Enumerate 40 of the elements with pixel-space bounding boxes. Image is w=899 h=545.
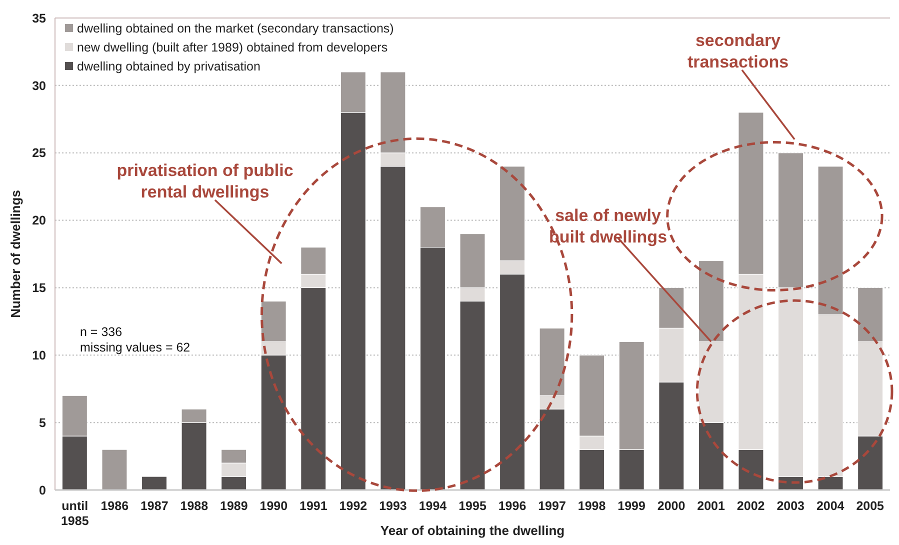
x-tick-label: 1991 <box>300 499 328 513</box>
x-tick-label: 1990 <box>260 499 288 513</box>
y-tick-label: 30 <box>32 78 46 93</box>
y-tick-label: 20 <box>32 214 46 228</box>
annotation: sale of newly built dwellings <box>548 206 668 246</box>
legend-label: dwelling obtained by privatisation <box>77 59 260 74</box>
y-tick-label: 15 <box>32 281 46 296</box>
y-tick-label: 25 <box>32 146 46 160</box>
bar <box>141 476 168 490</box>
x-tick-label: 2003 <box>776 499 805 513</box>
x-tick-label: 2002 <box>736 499 765 513</box>
x-tick-label: 1993 <box>379 499 407 513</box>
x-tick-label: 2000 <box>657 499 686 513</box>
legend-label: dwelling obtained on the market (secondary transactions) <box>77 21 394 36</box>
x-tick-label: 1996 <box>498 499 526 513</box>
x-tick-label: 1997 <box>538 499 566 513</box>
x-axis-title: Year of obtaining the dwelling <box>380 523 565 538</box>
y-tick-label: 10 <box>32 348 46 363</box>
y-tick-label: 35 <box>32 11 46 26</box>
x-tick-label: 2001 <box>697 499 726 513</box>
annotation: privatisation of public rental dwellings <box>116 161 294 202</box>
x-tick-label: 2005 <box>856 499 884 513</box>
annotation: secondary transactions <box>687 31 789 72</box>
y-tick-label: 5 <box>39 416 46 430</box>
x-tick-label: 1987 <box>140 499 168 513</box>
x-tick-label: 1999 <box>618 499 646 513</box>
x-tick-label: 1995 <box>458 499 486 513</box>
legend-label: new dwelling (built after 1989) obtained from developers <box>77 40 388 54</box>
y-axis-title: Number of dwellings <box>8 190 23 318</box>
annotation: n = 336 missing values = 62 <box>80 325 190 355</box>
bar <box>102 449 128 490</box>
x-tick-label: 1994 <box>418 499 447 513</box>
x-tick-label: 2004 <box>816 499 844 513</box>
x-tick-label: 1986 <box>100 499 129 513</box>
x-tick-label: 1992 <box>339 499 368 513</box>
y-tick-label: 0 <box>39 483 46 498</box>
x-tick-label: 1988 <box>180 499 208 513</box>
x-tick-label: 1998 <box>578 499 606 513</box>
x-tick-label: 1989 <box>220 499 248 513</box>
x-tick-label: until 1985 <box>60 499 89 528</box>
